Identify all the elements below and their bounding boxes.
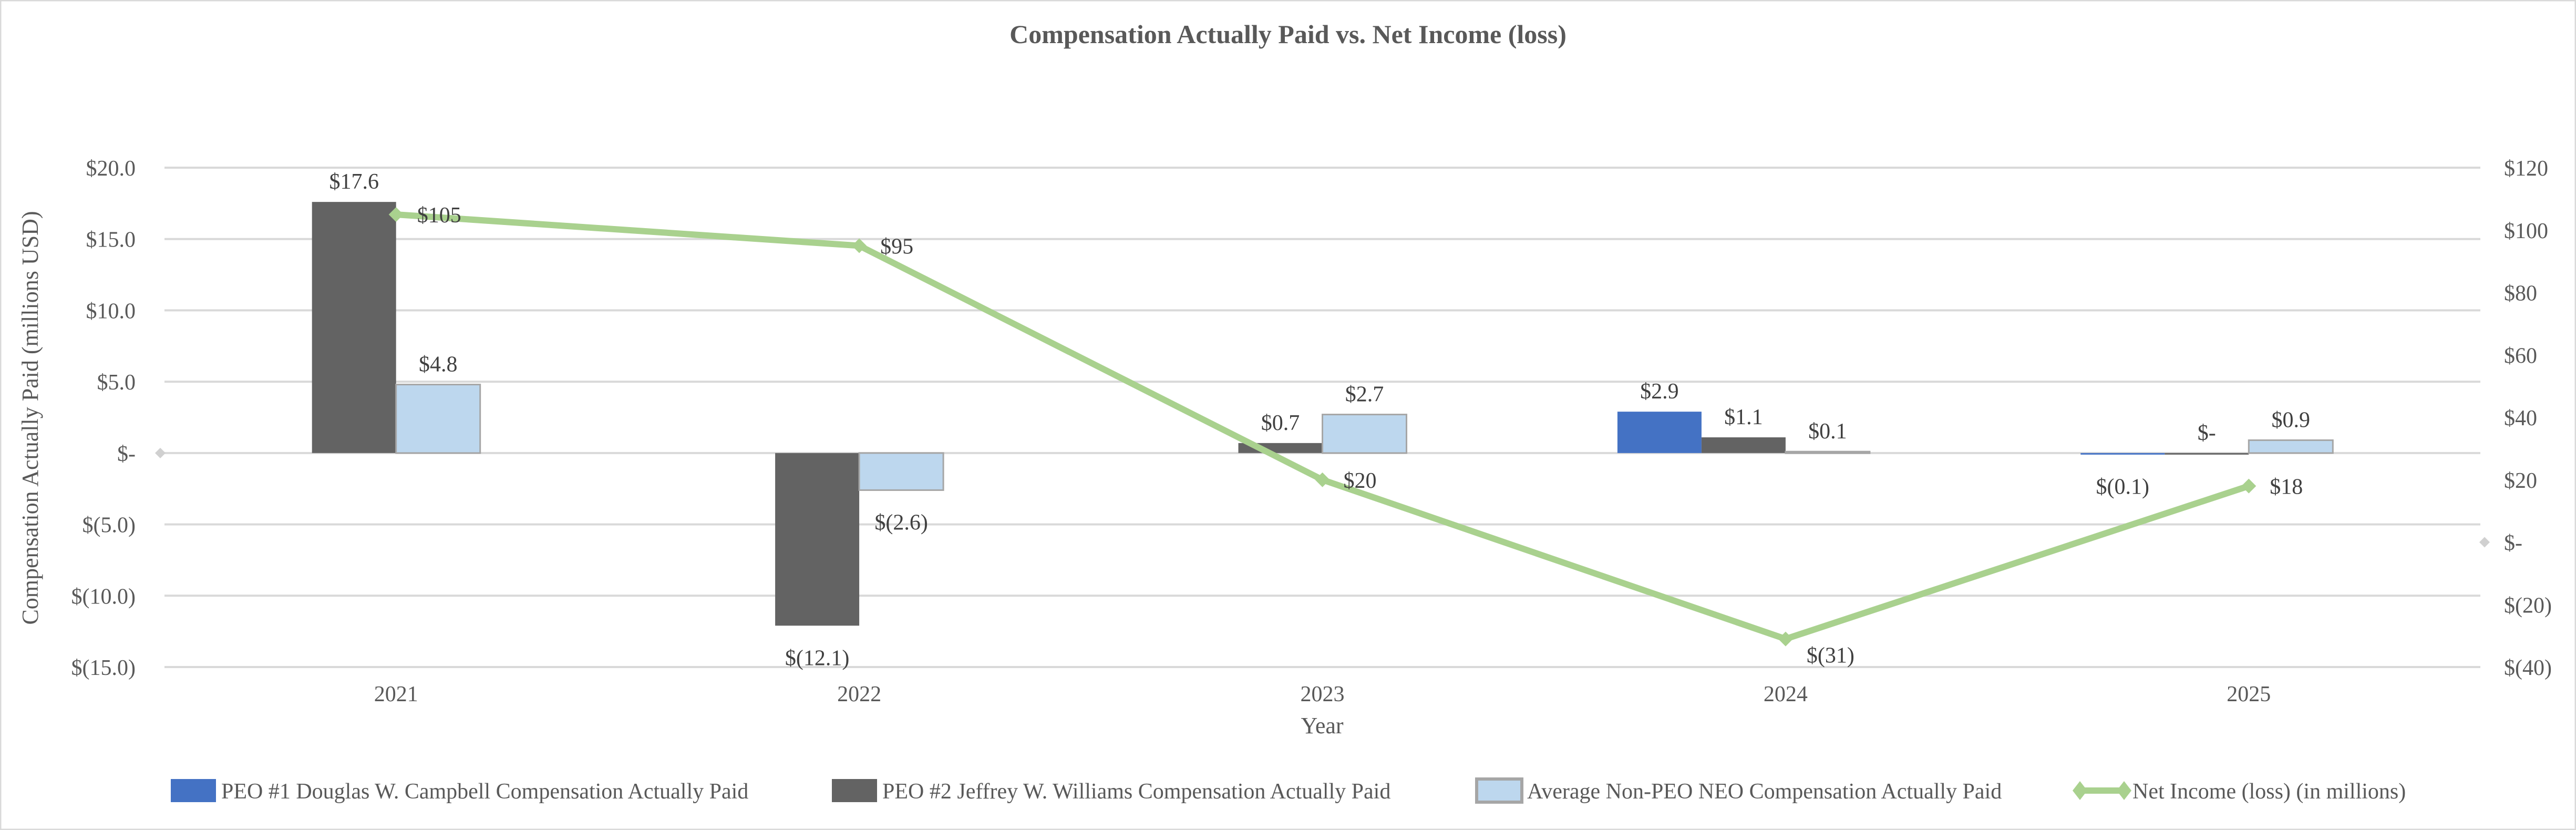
y-left-tick-label: $(15.0) (71, 656, 136, 680)
bar-data-label: $0.9 (2272, 408, 2311, 432)
legend-item: PEO #2 Jeffrey W. Williams Compensation … (832, 779, 1390, 804)
bar (775, 453, 860, 626)
legend-marker-icon (2117, 781, 2131, 800)
x-tick-label: 2021 (374, 682, 418, 706)
line-data-label: $(31) (1807, 644, 1854, 668)
line-data-label: $18 (2270, 475, 2303, 499)
y-right-tick-label: $(20) (2504, 593, 2552, 618)
bar (2248, 439, 2334, 454)
legend-label: Average Non-PEO NEO Compensation Actuall… (1527, 780, 2002, 804)
bar-data-label: $0.7 (1261, 411, 1300, 435)
bar-data-label: $- (2198, 421, 2216, 445)
axis-marker-icon (2479, 537, 2490, 548)
legend-swatch (1475, 777, 1523, 804)
legend-swatch (832, 779, 877, 802)
line-marker (852, 238, 867, 253)
chart-title: Compensation Actually Paid vs. Net Incom… (1009, 19, 1567, 49)
legend-item: PEO #1 Douglas W. Campbell Compensation … (171, 779, 748, 804)
legend-label: PEO #1 Douglas W. Campbell Compensation … (221, 780, 748, 804)
bar-data-label: $(2.6) (874, 510, 928, 535)
bar-data-label: $0.1 (1808, 419, 1847, 444)
y-left-tick-label: $10.0 (86, 299, 136, 323)
y-left-tick-label: $5.0 (97, 371, 136, 395)
bar (395, 384, 481, 454)
y-left-tick-label: $(10.0) (71, 585, 136, 609)
line-data-label: $105 (417, 203, 461, 228)
y-left-tick-label: $- (117, 442, 136, 466)
legend-label: Net Income (loss) (in millions) (2132, 780, 2406, 804)
bar (2080, 453, 2165, 455)
line-data-label: $95 (880, 234, 913, 259)
bar (2165, 453, 2249, 455)
y-left-tick-label: $15.0 (86, 228, 136, 252)
legend-swatch (171, 779, 216, 802)
y-axis-title: Compensation Actually Paid (millions USD… (17, 211, 43, 624)
bar (1617, 412, 1702, 453)
y-right-tick-label: $- (2504, 531, 2522, 556)
bar-data-label: $(12.1) (785, 646, 849, 670)
x-tick-label: 2024 (1764, 682, 1808, 706)
bar-data-label: $2.7 (1345, 383, 1384, 407)
bar-data-label: $2.9 (1640, 380, 1679, 404)
y-right-tick-label: $40 (2504, 406, 2537, 431)
y-right-tick-label: $60 (2504, 344, 2537, 368)
line-marker (388, 207, 404, 222)
bar-data-label: $4.8 (419, 353, 458, 377)
line-marker (1315, 472, 1330, 487)
x-axis-title: Year (1301, 713, 1343, 739)
bar-data-label: $1.1 (1724, 405, 1763, 429)
line-data-label: $20 (1344, 469, 1377, 493)
y-right-tick-label: $(40) (2504, 656, 2552, 680)
legend-item: Average Non-PEO NEO Compensation Actuall… (1475, 777, 2002, 804)
bar (1785, 450, 1871, 454)
legend-label: PEO #2 Jeffrey W. Williams Compensation … (882, 780, 1390, 804)
bar-data-label: $(0.1) (2096, 475, 2149, 499)
y-left-tick-label: $(5.0) (83, 514, 136, 538)
x-tick-label: 2025 (2227, 682, 2271, 706)
y-right-tick-label: $20 (2504, 469, 2537, 493)
y-right-tick-label: $100 (2504, 219, 2548, 243)
axis-marker-icon (155, 447, 166, 458)
y-right-tick-label: $120 (2504, 157, 2548, 181)
bar (1322, 414, 1407, 454)
bar (858, 452, 944, 491)
line-marker (2241, 478, 2256, 494)
y-left-tick-label: $20.0 (86, 157, 136, 181)
bar-data-label: $17.6 (329, 170, 379, 194)
bar (1701, 437, 1786, 453)
y-right-tick-label: $80 (2504, 282, 2537, 306)
bar (312, 202, 396, 453)
x-tick-label: 2023 (1301, 682, 1345, 706)
x-tick-label: 2022 (837, 682, 881, 706)
line-marker (1778, 631, 1793, 647)
legend-marker-icon (2073, 781, 2087, 800)
legend-item: Net Income (loss) (in millions) (2073, 780, 2406, 804)
